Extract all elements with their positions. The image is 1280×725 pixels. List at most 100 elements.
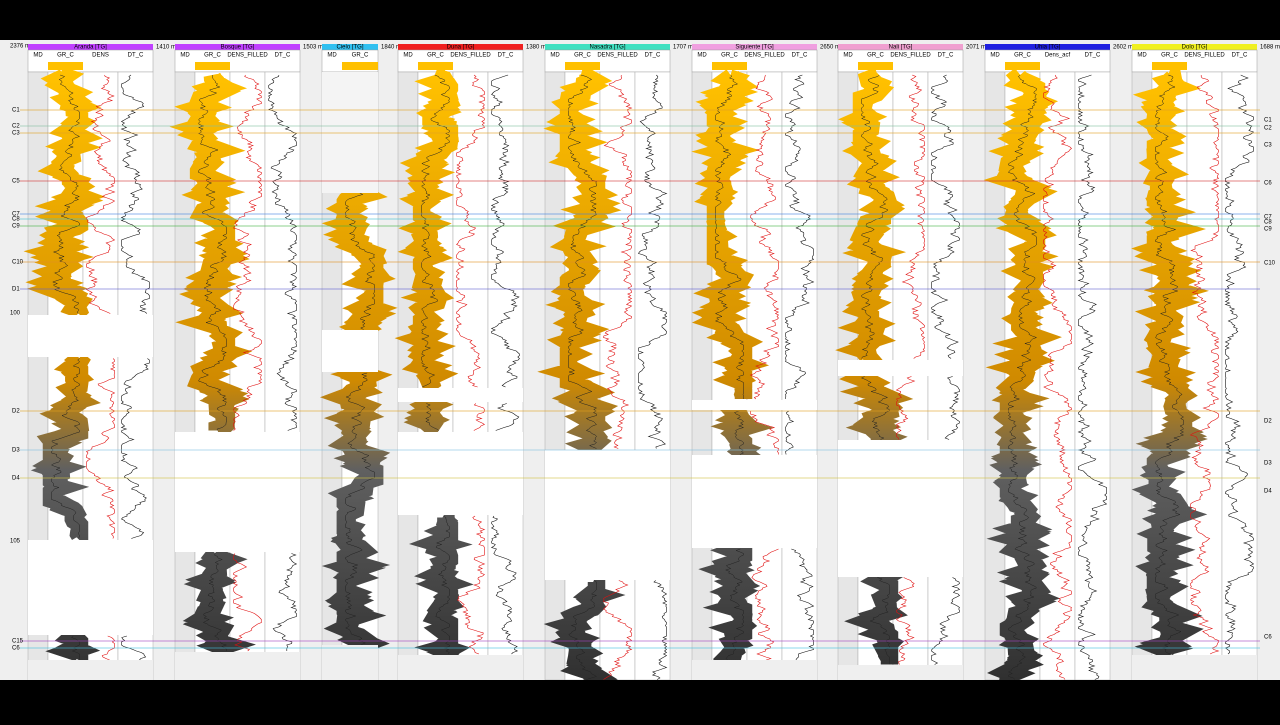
gap bbox=[1132, 655, 1257, 680]
track-name: MD bbox=[990, 53, 1000, 59]
gap bbox=[175, 432, 300, 552]
track-name: DENS_FILLED bbox=[227, 53, 268, 59]
marker-label: C5 bbox=[12, 179, 20, 185]
well-name: Bosque [TG] bbox=[221, 45, 255, 51]
track-name: DENS_FILLED bbox=[597, 53, 638, 59]
log-curve bbox=[267, 74, 298, 651]
track bbox=[264, 71, 301, 681]
color-bar bbox=[1152, 62, 1187, 70]
track-name: MD bbox=[33, 53, 43, 59]
log-curve bbox=[930, 74, 961, 665]
color-bar bbox=[712, 62, 747, 70]
track-name: DT_C bbox=[938, 53, 954, 59]
log-curve bbox=[232, 74, 263, 652]
track bbox=[1221, 71, 1258, 681]
gr-curve bbox=[421, 74, 450, 655]
track-name: DENS_FILLED bbox=[450, 53, 491, 59]
gr-curve bbox=[1007, 74, 1038, 680]
well-header bbox=[985, 44, 1110, 50]
depth-label: 1410 m bbox=[156, 45, 176, 51]
track-name: DT_C bbox=[498, 53, 514, 59]
depth-label: 1503 m bbox=[303, 45, 323, 51]
log-curve bbox=[1042, 74, 1072, 680]
marker-label: D4 bbox=[1264, 489, 1272, 495]
track bbox=[1039, 71, 1076, 681]
track bbox=[634, 71, 671, 681]
marker-label: C6 bbox=[1264, 635, 1272, 641]
gap bbox=[398, 388, 523, 402]
track-name: DENS_FILLED bbox=[744, 53, 785, 59]
log-curve bbox=[1224, 74, 1255, 655]
track bbox=[229, 71, 266, 681]
scale-label: 105 bbox=[10, 539, 21, 545]
gap bbox=[838, 440, 963, 577]
track-name: DT_C bbox=[275, 53, 291, 59]
gap bbox=[322, 72, 378, 193]
depth-label: 2071 m bbox=[966, 45, 986, 51]
marker-label: C10 bbox=[1264, 261, 1276, 267]
track-name: DT_C bbox=[128, 53, 144, 59]
marker-label: D1 bbox=[12, 287, 20, 293]
track-name: GR_C bbox=[427, 53, 444, 59]
well-header bbox=[692, 44, 817, 50]
track-name: Dens_acf bbox=[1045, 53, 1071, 59]
well-name: Dolo [TG] bbox=[1182, 45, 1208, 51]
marker-label: C3 bbox=[12, 131, 20, 137]
marker-label: C8 bbox=[1264, 220, 1272, 226]
gap bbox=[398, 655, 523, 680]
track-name: GR_C bbox=[204, 53, 221, 59]
top-depth: 2376 m bbox=[10, 44, 30, 50]
well-header bbox=[398, 44, 523, 50]
well-name: Siguiente [TG] bbox=[735, 45, 774, 51]
track-name: DENS_FILLED bbox=[1184, 53, 1225, 59]
well-header bbox=[1132, 44, 1257, 50]
track-name: MD bbox=[1137, 53, 1147, 59]
gr-curve bbox=[714, 74, 745, 661]
marker-label: C6 bbox=[1264, 181, 1272, 187]
gap bbox=[28, 315, 153, 357]
color-bar bbox=[1005, 62, 1040, 70]
well-header bbox=[838, 44, 963, 50]
marker-label: D4 bbox=[12, 476, 20, 482]
color-bar bbox=[418, 62, 453, 70]
track-name: DENS_FILLED bbox=[890, 53, 931, 59]
log-curve bbox=[1189, 75, 1220, 655]
depth-label: 1840 m bbox=[381, 45, 401, 51]
gap bbox=[838, 360, 963, 376]
gap bbox=[28, 660, 153, 680]
track-name: MD bbox=[403, 53, 413, 59]
depth-label: 2602 m bbox=[1113, 45, 1133, 51]
track-name: GR_C bbox=[1014, 53, 1031, 59]
track-name: DT_C bbox=[1085, 53, 1101, 59]
marker-label: C7 bbox=[12, 212, 20, 218]
gr-curve bbox=[344, 192, 375, 645]
marker-label: C7 bbox=[1264, 215, 1272, 221]
track-name: GR_C bbox=[721, 53, 738, 59]
color-bar bbox=[195, 62, 230, 70]
track-name: GR_C bbox=[1161, 53, 1178, 59]
marker-label: C10 bbox=[12, 260, 24, 266]
well-name: Aranda [TG] bbox=[74, 45, 107, 51]
gap bbox=[398, 432, 523, 515]
depth-label: 1380 m bbox=[526, 45, 546, 51]
track-name: MD bbox=[550, 53, 560, 59]
top-bar bbox=[0, 0, 1280, 40]
depth-label: 1707 m bbox=[673, 45, 693, 51]
track-name: MD bbox=[843, 53, 853, 59]
marker-label: D2 bbox=[12, 409, 20, 415]
log-curve bbox=[895, 74, 926, 665]
log-curve bbox=[490, 74, 520, 655]
track-name: DT_C bbox=[792, 53, 808, 59]
track bbox=[487, 71, 524, 681]
track-name: DT_C bbox=[645, 53, 661, 59]
gap bbox=[322, 645, 378, 680]
track bbox=[781, 71, 818, 681]
marker-label: D3 bbox=[1264, 461, 1272, 467]
marker-label: C1 bbox=[1264, 118, 1272, 124]
gap bbox=[692, 455, 817, 548]
well-name: Nali [TG] bbox=[889, 45, 913, 51]
gr-curve bbox=[1154, 74, 1185, 655]
gr-fill bbox=[169, 72, 256, 657]
track-name: MD bbox=[180, 53, 190, 59]
track bbox=[1186, 71, 1223, 681]
